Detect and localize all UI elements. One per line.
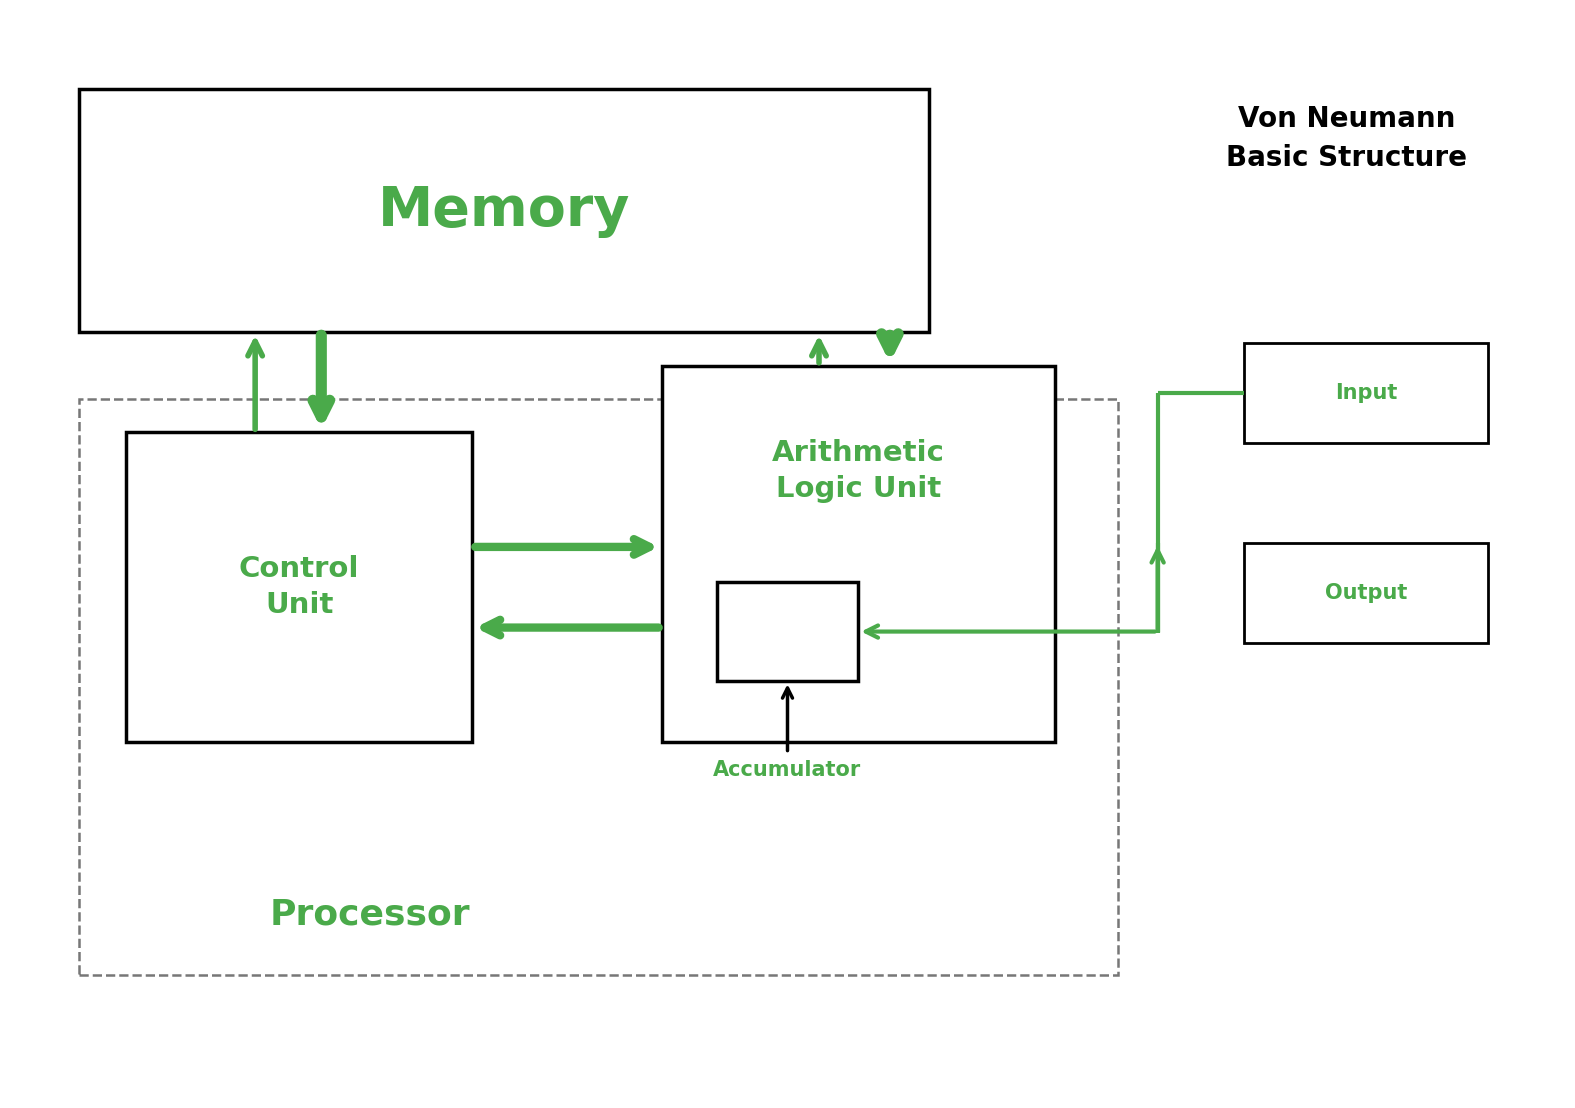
Text: Arithmetic
Logic Unit: Arithmetic Logic Unit — [772, 439, 945, 503]
Text: Output: Output — [1325, 583, 1408, 603]
Text: Processor: Processor — [269, 897, 471, 931]
Bar — [1244, 343, 1488, 443]
Bar — [717, 582, 858, 681]
Bar — [79, 399, 1118, 975]
Text: Input: Input — [1336, 383, 1397, 403]
Bar — [126, 432, 472, 742]
Bar — [79, 89, 929, 332]
Text: Memory: Memory — [378, 184, 630, 237]
Text: Control
Unit: Control Unit — [239, 555, 359, 619]
Bar — [1244, 543, 1488, 643]
Bar — [662, 366, 1055, 742]
Text: Accumulator: Accumulator — [713, 760, 862, 780]
Text: Von Neumann
Basic Structure: Von Neumann Basic Structure — [1225, 105, 1468, 172]
